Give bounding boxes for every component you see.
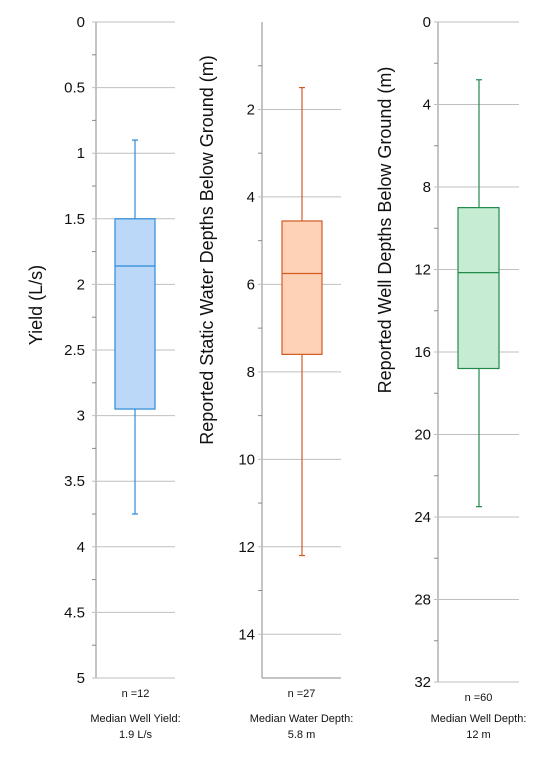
panel-1-count-label: n =12 [122, 688, 150, 700]
panel-1-tick-label: 5 [77, 670, 85, 687]
panel-1-tick-label: 4 [77, 539, 85, 556]
panel-3-summary-line: 12 m [466, 729, 490, 741]
panel-2-tick-label: 4 [247, 189, 255, 206]
panel-3-y-axis-title: Reported Well Depths Below Ground (m) [375, 67, 395, 394]
panel-3-tick-label: 12 [414, 262, 431, 279]
panel-3-tick-label: 24 [414, 509, 431, 526]
panel-2-tick-label: 6 [247, 276, 255, 293]
panel-3-tick-label: 16 [414, 344, 431, 361]
panel-1-tick-label: 2 [77, 276, 85, 293]
panel-2-iqr-box [281, 220, 323, 355]
panel-2-count-label: n =27 [288, 688, 316, 700]
panel-2-summary-line: 5.8 m [288, 729, 316, 741]
panel-1-iqr-box [114, 218, 156, 410]
panel-2-tick-label: 2 [247, 101, 255, 118]
panel-3-summary-line: Median Well Depth: [431, 713, 527, 725]
panel-3-tick-label: 4 [423, 97, 431, 114]
panel-1-tick-label: 0.5 [64, 80, 85, 97]
panel-1-tick-label: 3.5 [64, 473, 85, 490]
panel-2-tick-label: 10 [238, 451, 255, 468]
panel-1-summary-line: 1.9 L/s [119, 729, 153, 741]
panel-3-tick-label: 8 [423, 179, 431, 196]
panel-1-tick-label: 1 [77, 145, 85, 162]
panel-1-tick-label: 0 [77, 14, 85, 31]
panel-3-count-label: n =60 [465, 692, 493, 704]
panel-3-iqr-box [457, 207, 500, 370]
panel-2-tick-label: 14 [238, 626, 255, 643]
panel-1-summary-line: Median Well Yield: [90, 713, 180, 725]
panel-2-summary-line: Median Water Depth: [250, 713, 354, 725]
panel-2-y-axis-title: Reported Static Water Depths Below Groun… [197, 55, 217, 445]
panel-3-tick-label: 20 [414, 427, 431, 444]
panel-1-tick-label: 4.5 [64, 604, 85, 621]
panel-1-tick-label: 1.5 [64, 211, 85, 228]
panel-1-y-axis-title: Yield (L/s) [26, 265, 46, 345]
panel-2-tick-label: 12 [238, 539, 255, 556]
panel-2-tick-label: 8 [247, 364, 255, 381]
panel-3-tick-label: 32 [414, 674, 431, 691]
panel-3-tick-label: 28 [414, 592, 431, 609]
panel-1-tick-label: 3 [77, 408, 85, 425]
panel-3-tick-label: 0 [423, 14, 431, 31]
panel-1-tick-label: 2.5 [64, 342, 85, 359]
